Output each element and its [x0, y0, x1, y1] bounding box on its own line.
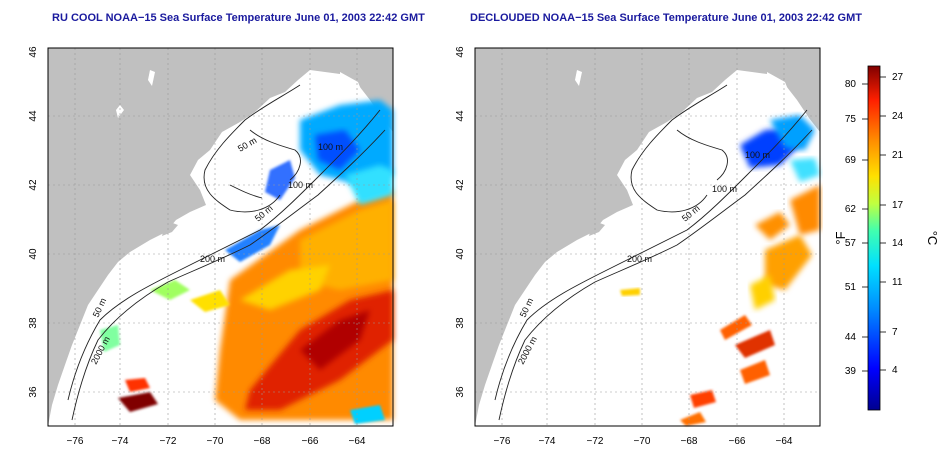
right-map-title: DECLOUDED NOAA−15 Sea Surface Temperatur…: [470, 12, 862, 24]
f-tick-label: 57: [845, 238, 857, 249]
c-tick-label: 17: [892, 200, 904, 211]
lat-tick-label: 40: [455, 248, 466, 260]
sst-field: [100, 100, 393, 424]
lat-axis: 46 44 42 40 38 36: [28, 46, 39, 398]
c-tick-label: 27: [892, 72, 904, 83]
celsius-ticks: 27 24 21 17 14 11 7 4: [892, 72, 904, 376]
c-tick-label: 11: [892, 277, 903, 288]
contour-label: 100 m: [745, 150, 770, 160]
lon-tick-label: −72: [587, 436, 604, 447]
c-tick-label: 21: [892, 150, 904, 161]
lon-tick-label: −72: [160, 436, 177, 447]
lat-tick-label: 42: [455, 179, 466, 191]
contour-label: 100 m: [288, 180, 313, 190]
c-tick-label: 4: [892, 365, 898, 376]
lon-axis: −76 −74 −72 −70 −68 −66 −64: [494, 436, 793, 447]
left-map: 100 m 50 m 100 m 50 m 200 m 50 m 2000 m …: [28, 46, 394, 447]
lon-axis: −76 −74 −72 −70 −68 −66 −64: [67, 436, 366, 447]
f-tick-label: 39: [845, 366, 857, 377]
bathymetry-contours: [494, 84, 813, 421]
lat-tick-label: 36: [455, 386, 466, 398]
left-map-title: RU COOL NOAA−15 Sea Surface Temperature …: [52, 12, 425, 24]
lon-tick-label: −76: [67, 436, 84, 447]
contour-label: 200 m: [627, 254, 652, 264]
contour-label: 100 m: [318, 142, 343, 152]
lat-tick-label: 36: [28, 386, 39, 398]
f-tick-label: 44: [845, 332, 857, 343]
lon-tick-label: −74: [539, 436, 556, 447]
lon-tick-label: −64: [776, 436, 793, 447]
lon-tick-label: −70: [207, 436, 224, 447]
lat-tick-label: 46: [455, 46, 466, 58]
f-tick-label: 80: [845, 79, 857, 90]
lat-axis: 46 44 42 40 38 36: [455, 46, 466, 398]
temperature-colorbar: 80 75 69 62 57 51 44 39 27 24 21 17 14 1…: [833, 65, 940, 411]
lon-tick-label: −68: [681, 436, 698, 447]
f-tick-label: 62: [845, 204, 857, 215]
lat-tick-label: 42: [28, 179, 39, 191]
right-map: 100 m 100 m 50 m 200 m 50 m 2000 m 46 44…: [455, 46, 821, 447]
f-tick-label: 75: [845, 114, 857, 125]
lon-tick-label: −76: [494, 436, 511, 447]
fahrenheit-axis-label: °F: [833, 231, 848, 244]
lon-tick-label: −70: [634, 436, 651, 447]
land-mass: [48, 48, 393, 426]
fahrenheit-ticks: 80 75 69 62 57 51 44 39: [845, 79, 857, 377]
map-frame: [474, 47, 821, 427]
grid-lines: [48, 48, 393, 426]
c-tick-label: 24: [892, 111, 904, 122]
lat-tick-label: 38: [455, 317, 466, 329]
lon-tick-label: −74: [112, 436, 129, 447]
lon-tick-label: −66: [729, 436, 746, 447]
lon-tick-label: −64: [349, 436, 366, 447]
c-tick-label: 14: [892, 238, 904, 249]
contour-label: 200 m: [200, 254, 225, 264]
f-tick-marks: [862, 83, 868, 372]
contour-label: 100 m: [712, 184, 737, 194]
land-mass: [475, 48, 820, 426]
lat-tick-label: 46: [28, 46, 39, 58]
bathymetry-contours: [67, 84, 386, 421]
sst-field: [620, 115, 820, 426]
celsius-axis-label: °C: [925, 231, 940, 246]
c-tick-label: 7: [892, 327, 898, 338]
lat-tick-label: 38: [28, 317, 39, 329]
f-tick-label: 51: [845, 282, 857, 293]
c-tick-marks: [880, 76, 886, 371]
f-tick-label: 69: [845, 155, 857, 166]
lon-tick-label: −68: [254, 436, 271, 447]
lat-tick-label: 44: [28, 110, 39, 122]
colorbar-gradient: [867, 65, 881, 411]
lon-tick-label: −66: [302, 436, 319, 447]
grid-lines: [475, 48, 820, 426]
map-frame: [47, 47, 394, 427]
lat-tick-label: 44: [455, 110, 466, 122]
lat-tick-label: 40: [28, 248, 39, 260]
